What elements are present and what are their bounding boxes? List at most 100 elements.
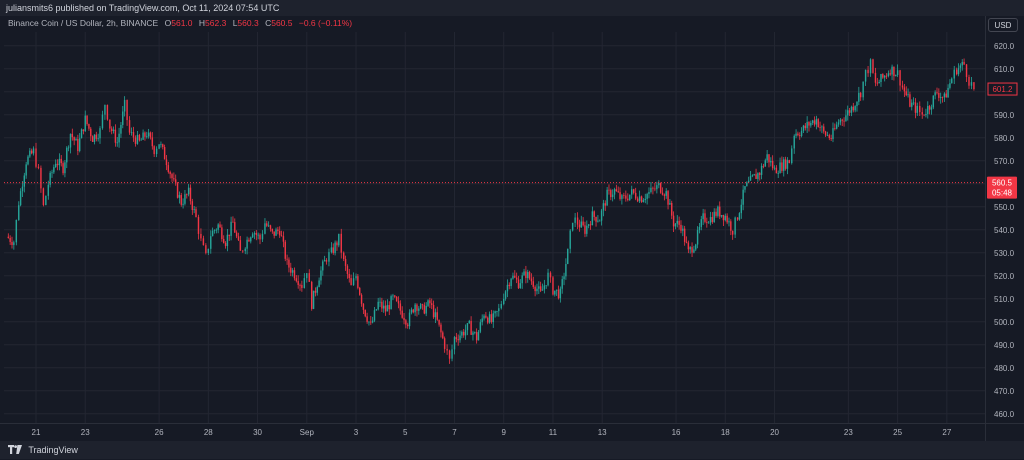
candle — [130, 127, 133, 136]
candle — [587, 223, 590, 229]
candle — [118, 127, 120, 148]
candle — [876, 77, 879, 86]
candle — [512, 272, 514, 280]
price-tick-label: 610.0 — [994, 65, 1015, 74]
candle — [457, 334, 459, 346]
candle — [854, 105, 856, 113]
candle — [837, 119, 840, 127]
candle — [144, 131, 146, 141]
candle — [695, 243, 697, 252]
candle — [291, 268, 294, 277]
candle — [804, 122, 807, 131]
candle — [744, 185, 746, 193]
candle — [970, 76, 973, 90]
candle — [589, 220, 592, 230]
candle — [343, 251, 345, 262]
candle — [284, 239, 286, 262]
candle — [30, 148, 33, 155]
candle — [432, 300, 435, 319]
candle — [228, 234, 230, 241]
candle — [659, 182, 662, 194]
candle — [78, 133, 81, 153]
candle — [344, 255, 347, 271]
candle — [357, 273, 359, 290]
candle — [934, 90, 936, 100]
candle — [442, 330, 444, 340]
candle — [707, 220, 710, 224]
candle — [219, 221, 221, 228]
candle — [237, 232, 240, 242]
candle — [565, 258, 567, 280]
candle — [226, 228, 229, 252]
candle — [755, 168, 757, 179]
last-close-label: 601.2 — [992, 85, 1013, 94]
candle — [510, 277, 512, 289]
candle — [669, 199, 671, 205]
candle — [547, 268, 549, 287]
candle — [845, 109, 847, 122]
candle — [968, 74, 970, 89]
candle — [597, 215, 599, 223]
currency-button[interactable]: USD — [988, 18, 1018, 32]
candle — [84, 110, 86, 132]
candle — [941, 96, 944, 103]
candle — [235, 230, 238, 239]
candle — [340, 228, 342, 259]
candle — [210, 230, 212, 254]
candle — [938, 88, 940, 102]
candle — [652, 186, 654, 195]
price-tick-label: 470.0 — [994, 387, 1015, 396]
candle — [332, 243, 334, 255]
high-label: H — [198, 18, 206, 28]
candle — [936, 87, 938, 95]
candle — [366, 312, 368, 324]
candle — [47, 180, 50, 200]
time-tick-label: 23 — [844, 428, 853, 437]
candle — [627, 193, 629, 202]
price-tick-label: 590.0 — [994, 111, 1015, 120]
candle — [869, 58, 872, 77]
candle — [487, 316, 489, 325]
price-overlays: 560.505:48 601.2 — [4, 82, 1018, 199]
time-tick-label: 11 — [549, 428, 558, 437]
price-tick-label: 520.0 — [994, 272, 1015, 281]
candle — [658, 180, 660, 189]
time-tick-label: 21 — [32, 428, 41, 437]
candle — [169, 170, 171, 179]
candle — [368, 321, 370, 326]
candle — [895, 74, 897, 77]
candle — [32, 146, 35, 156]
candle — [949, 79, 951, 90]
candle — [176, 182, 179, 199]
candle — [451, 344, 453, 362]
candle — [731, 230, 734, 240]
candle — [753, 173, 755, 176]
candle — [350, 274, 352, 286]
candle — [312, 290, 315, 310]
candle — [49, 170, 51, 188]
candle — [248, 237, 250, 242]
candle — [82, 129, 85, 135]
candle — [412, 308, 414, 314]
candle — [775, 165, 778, 174]
candle — [777, 170, 779, 179]
candle — [403, 312, 405, 325]
candle — [713, 208, 715, 223]
price-tick-label: 580.0 — [994, 134, 1015, 143]
candle — [51, 169, 53, 178]
candle — [773, 165, 776, 171]
candle — [434, 308, 437, 324]
candle — [399, 300, 402, 315]
publisher-text: juliansmits6 published on TradingView.co… — [6, 3, 280, 13]
candle — [479, 319, 482, 334]
candle — [69, 133, 72, 154]
candle — [359, 286, 361, 296]
candle — [42, 187, 45, 207]
candle — [835, 121, 838, 130]
candle — [617, 186, 619, 193]
candle — [959, 63, 962, 73]
candle — [584, 221, 586, 238]
candle — [751, 174, 754, 178]
price-axis: 460.0 470.0 480.0 490.0 500.0 510.0 520.0 530.0… — [985, 16, 1015, 441]
